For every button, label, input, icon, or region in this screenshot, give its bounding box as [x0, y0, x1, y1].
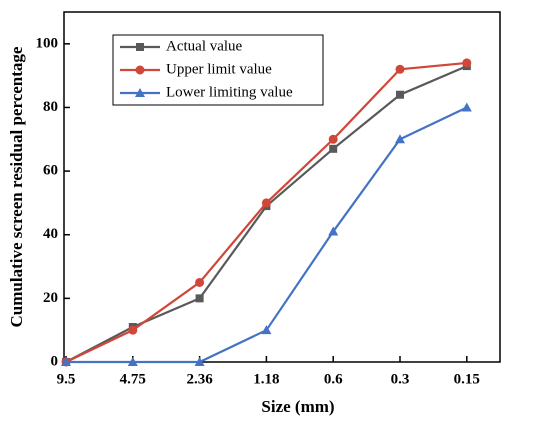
marker — [261, 198, 271, 208]
marker — [194, 357, 205, 366]
y-tick-label: 60 — [43, 163, 58, 179]
x-tick-label: 4.75 — [120, 371, 146, 387]
x-tick-label: 0.6 — [324, 371, 343, 387]
series-line — [65, 61, 467, 363]
marker — [329, 144, 338, 153]
marker — [195, 294, 204, 303]
legend-label: Actual value — [166, 38, 243, 54]
x-tick-label: 0.15 — [454, 371, 480, 387]
x-axis-label: Size (mm) — [261, 397, 334, 416]
legend-label: Lower limiting value — [166, 84, 293, 100]
marker — [135, 65, 145, 75]
x-tick-label: 9.5 — [57, 371, 76, 387]
marker — [395, 64, 405, 74]
y-tick-label: 80 — [43, 99, 58, 115]
marker — [396, 90, 404, 99]
marker — [127, 357, 138, 366]
marker — [61, 357, 71, 366]
x-tick-label: 2.36 — [186, 371, 213, 387]
marker — [195, 277, 205, 287]
x-tick-label: 0.3 — [391, 371, 410, 387]
marker — [395, 134, 405, 144]
plot-frame — [63, 11, 501, 363]
y-axis-label: Cumulative screen residual percentage — [7, 46, 26, 327]
y-tick-label: 20 — [43, 290, 58, 306]
legend-label: Upper limit value — [166, 61, 272, 77]
marker — [462, 58, 472, 68]
marker — [461, 102, 472, 112]
series-line — [66, 106, 468, 364]
y-tick-label: 100 — [36, 35, 59, 51]
marker — [328, 134, 338, 144]
marker — [135, 88, 145, 97]
y-tick-label: 40 — [43, 226, 58, 242]
x-tick-label: 1.18 — [253, 371, 279, 387]
marker — [136, 43, 144, 51]
marker — [261, 325, 272, 335]
series-line — [65, 65, 468, 363]
y-tick-label: 0 — [51, 353, 59, 369]
marker — [328, 226, 339, 236]
marker — [128, 325, 138, 335]
